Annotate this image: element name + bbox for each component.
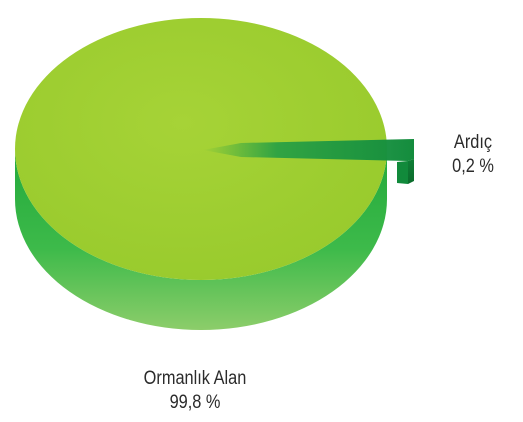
slice-name-ormanlik-alan: Ormanlık Alan bbox=[143, 368, 247, 389]
slice-value-ardic: 0,2 % bbox=[452, 156, 494, 177]
pie-slice-ormanlik-alan bbox=[15, 18, 387, 280]
slice-name-ardic: Ardıç bbox=[453, 132, 493, 153]
slice-label-ardic: Ardıç 0,2 % bbox=[432, 131, 515, 179]
slice-value-ormanlik-alan: 99,8 % bbox=[169, 392, 221, 413]
pie-slice-side-ormanlik-alan bbox=[15, 149, 387, 330]
pie-slice-ardic bbox=[203, 139, 414, 161]
pie-slice-side-ardic bbox=[408, 159, 414, 184]
slice-label-ormanlik-alan: Ormanlık Alan 99,8 % bbox=[109, 367, 281, 415]
pie-slice-front-ardic bbox=[397, 161, 408, 184]
